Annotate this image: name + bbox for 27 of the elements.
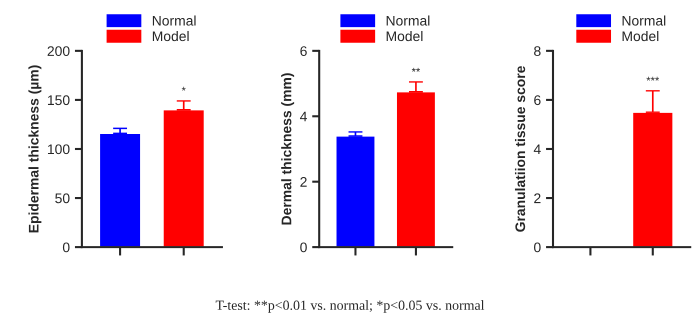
y-tick-label: 8	[534, 46, 541, 56]
annotation: *	[182, 86, 186, 91]
y-tick-label: 0	[62, 242, 70, 252]
y-tick-label: 0	[300, 242, 307, 252]
annotation: ***	[646, 76, 660, 81]
y-tick-label: 6	[534, 95, 541, 106]
y-tick-label: 200	[48, 46, 70, 56]
y-tick-label: 50	[55, 193, 70, 204]
y-tick-label: 6	[300, 46, 307, 56]
legend-label: Normal	[622, 15, 666, 26]
y-tick-label: 100	[48, 144, 70, 154]
y-axis-title: Granulatiion tissue score	[514, 66, 526, 232]
legend-label: Model	[386, 30, 422, 42]
legend-label: Model	[622, 30, 658, 42]
y-axis-title: Epidermal thickness (µm)	[28, 65, 42, 232]
legend-label: Normal	[386, 15, 430, 26]
y-tick-label: 2	[534, 193, 540, 204]
text: T-test: **p<0.01 vs. normal; *p<0.05 vs. normal	[216, 300, 484, 313]
y-tick-label: 0	[534, 242, 541, 252]
annotation: **	[412, 68, 420, 72]
y-tick-label: 4	[300, 112, 307, 122]
legend-label: Model	[152, 30, 189, 42]
y-tick-label: 150	[48, 95, 70, 106]
y-tick-label: 4	[534, 144, 541, 154]
y-axis-title: Dermal thickness (mm)	[281, 73, 294, 224]
legend-label: Normal	[152, 15, 196, 26]
y-tick-label: 2	[300, 177, 307, 187]
